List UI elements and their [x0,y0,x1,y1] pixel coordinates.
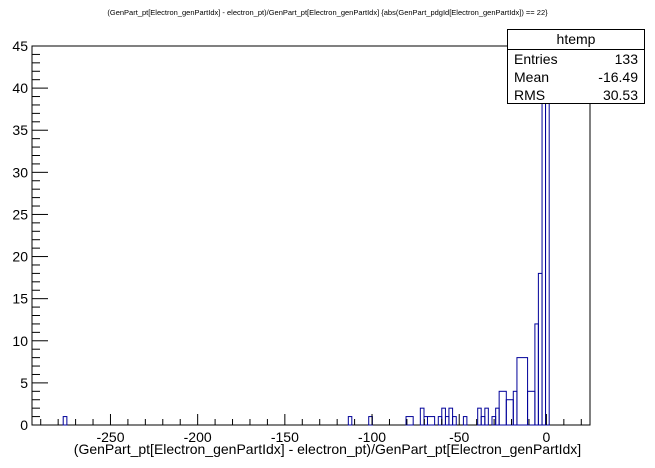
y-tick-label: 10 [12,333,28,349]
stats-row-entries: Entries 133 [508,50,644,68]
y-tick-label: 30 [12,164,28,180]
y-tick-label: 20 [12,249,28,265]
stats-label: RMS [514,87,546,103]
x-tick-label: -150 [271,429,299,445]
stats-label: Mean [514,69,550,85]
y-tick-label: 25 [12,206,28,222]
histogram-bin [480,416,486,426]
histogram-bin [448,407,454,426]
x-tick-label: -250 [96,429,124,445]
y-tick-label: 0 [20,417,28,433]
x-tick-label: -50 [449,429,469,445]
y-tick-label: 35 [12,122,28,138]
histogram-bin [534,323,539,426]
x-tick-label: 0 [543,429,551,445]
y-tick-label: 45 [12,38,28,54]
stats-row-rms: RMS 30.53 [508,86,644,104]
histogram-bin [426,416,436,426]
histogram-bin [512,390,518,426]
histogram-bin [405,416,414,426]
histogram-bin [462,416,468,426]
histogram-bin [419,407,425,426]
histogram-bin [516,357,529,426]
stats-value: 133 [614,51,638,67]
y-tick-label: 40 [12,80,28,96]
histogram-bin [484,407,489,426]
x-tick-label: -200 [184,429,212,445]
y-tick-label: 15 [12,291,28,307]
stats-box: htemp Entries 133 Mean -16.49 RMS 30.53 [507,29,645,104]
stats-name: htemp [508,30,644,50]
histogram-bin [437,416,443,426]
y-tick-label: 5 [20,375,28,391]
plot-title: (GenPart_pt[Electron_genPartIdx] - elect… [107,8,548,17]
x-tick-label: -100 [358,429,386,445]
histogram-bin [498,390,507,426]
stats-label: Entries [514,51,558,67]
histogram-bin [505,399,514,426]
stats-row-mean: Mean -16.49 [508,68,644,86]
histogram-bin [347,416,353,426]
histogram-bin [495,407,500,426]
histogram-bin [477,407,482,426]
histogram-bin [452,416,457,426]
x-axis-title: (GenPart_pt[Electron_genPartIdx] - elect… [73,441,582,457]
histogram-bin [62,416,68,426]
stats-value: 30.53 [602,87,638,103]
histogram-bin [444,416,450,426]
plot-frame [31,45,591,426]
histogram-bin [441,407,446,426]
stats-value: -16.49 [598,69,638,85]
histogram-bin [537,272,543,426]
histogram-bin [541,87,547,426]
